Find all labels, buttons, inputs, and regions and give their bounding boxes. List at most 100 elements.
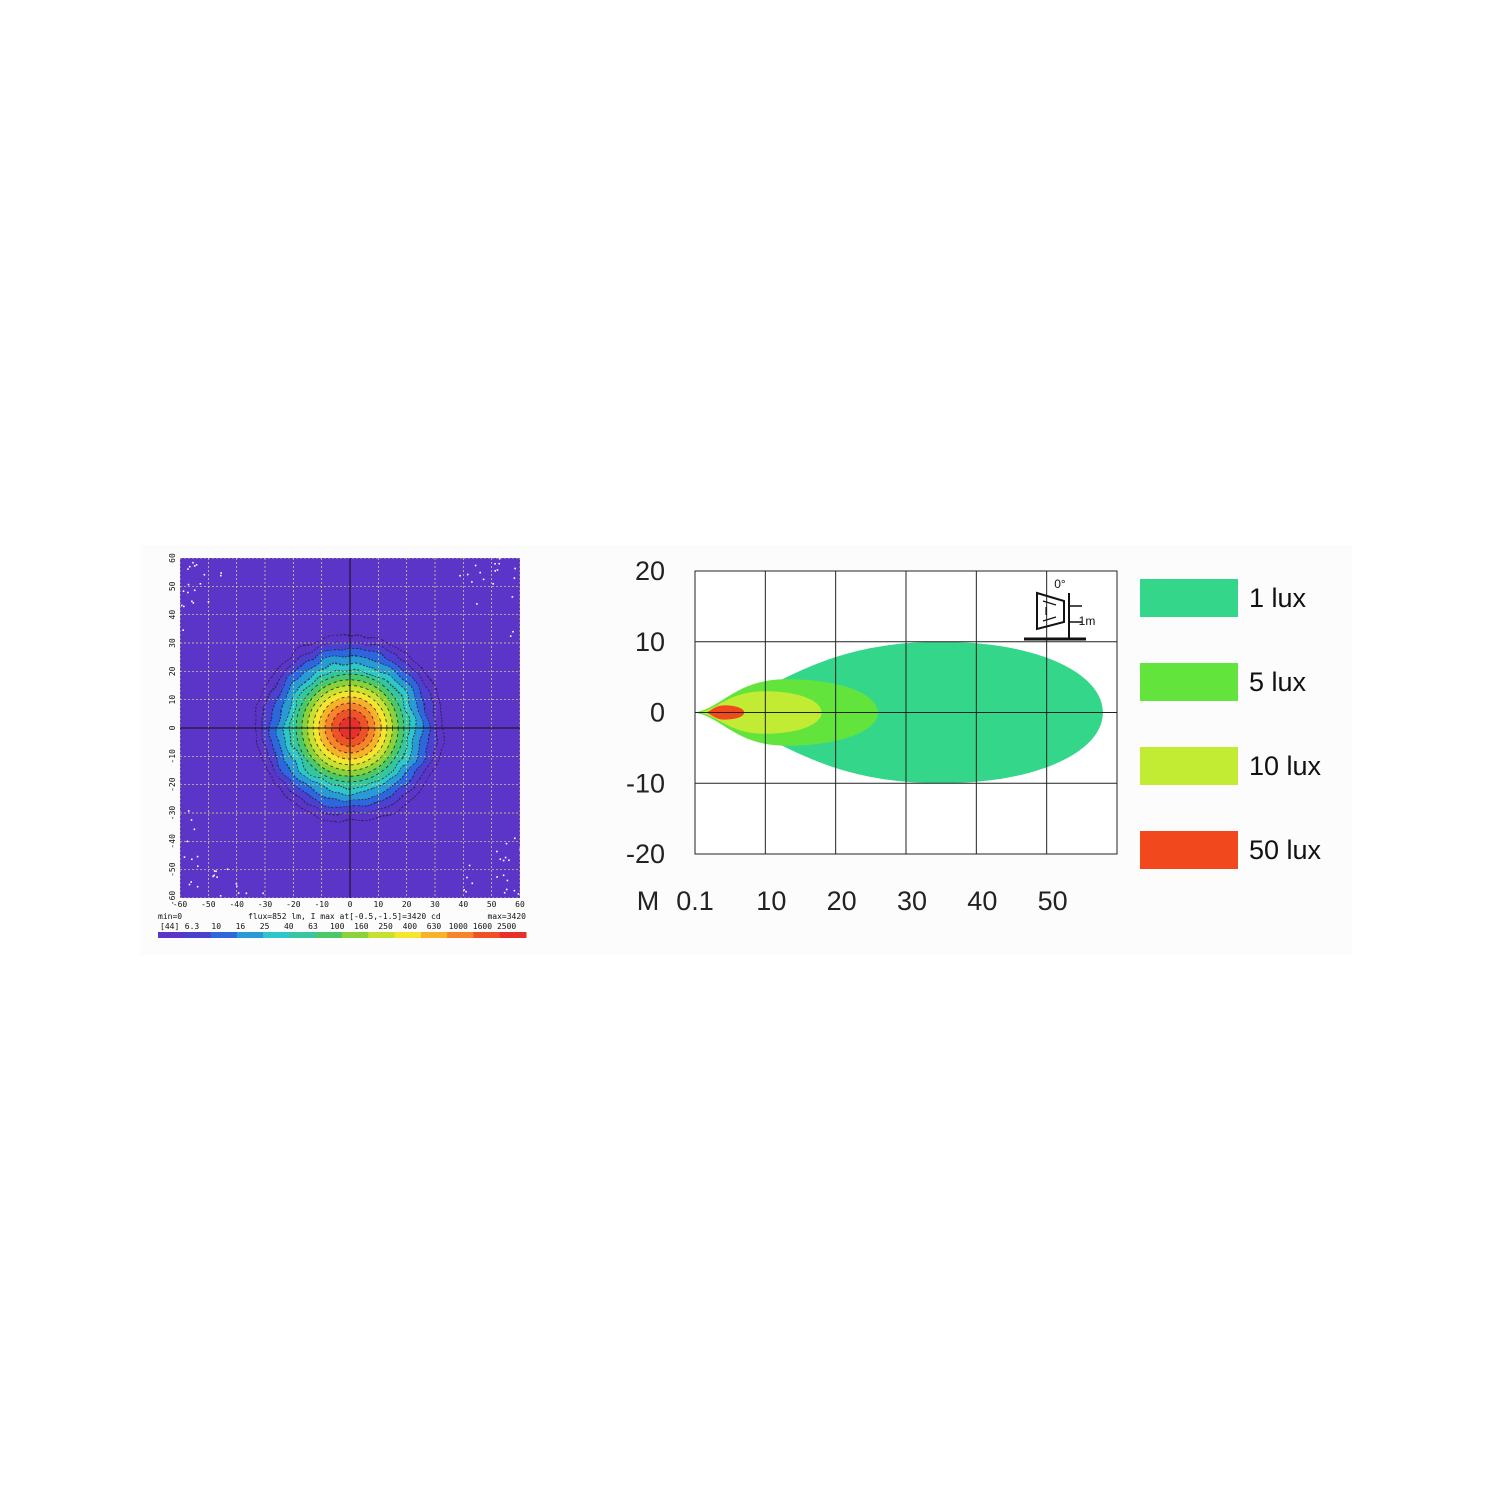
scale-value: 2500: [497, 922, 516, 931]
noise-dot: [513, 577, 516, 579]
noise-dot: [519, 848, 520, 851]
noise-dot: [213, 874, 215, 877]
y-tick-label: -60: [168, 891, 177, 906]
noise-dot: [511, 596, 514, 598]
color-scale-swatch: [236, 932, 264, 938]
scale-key: [44]: [160, 922, 179, 931]
noise-dot: [226, 868, 229, 871]
legend-label: 1 lux: [1249, 583, 1307, 613]
noise-dot: [514, 567, 516, 570]
noise-dot: [479, 571, 481, 574]
y-tick-label: 0: [168, 725, 177, 730]
height-label: 1m: [1079, 614, 1096, 628]
noise-dot: [508, 859, 510, 861]
scale-value: 1000: [449, 922, 468, 931]
scale-value: 63: [308, 922, 318, 931]
noise-dot: [513, 889, 516, 892]
noise-dot: [197, 865, 199, 867]
y-tick-label: 10: [635, 627, 665, 657]
x-tick-label: 40: [967, 886, 997, 916]
legend-swatch: [1140, 831, 1238, 869]
y-tick-label: -40: [168, 834, 177, 849]
x-tick-label: 0.1: [676, 886, 714, 916]
noise-dot: [195, 564, 198, 566]
max-label: max=3420: [487, 912, 526, 921]
x-tick-label: 50: [487, 900, 497, 909]
color-scale-swatch: [210, 932, 238, 938]
noise-dot: [196, 855, 199, 858]
noise-dot: [474, 564, 477, 567]
scale-value: 400: [403, 922, 418, 931]
scale-value: 16: [236, 922, 246, 931]
x-tick-label: -10: [314, 900, 329, 909]
noise-dot: [220, 574, 222, 577]
lamp-outline: [1036, 591, 1065, 631]
scale-value: 6.3: [185, 922, 200, 931]
y-tick-label: 30: [168, 638, 177, 648]
color-scale-swatch: [420, 932, 448, 938]
color-scale-swatch: [447, 932, 474, 938]
legend-label: 5 lux: [1249, 667, 1307, 697]
y-tick-label: 60: [168, 553, 177, 563]
noise-dot: [505, 842, 508, 845]
noise-dot: [459, 574, 461, 577]
scale-value: 40: [284, 922, 294, 931]
scale-value: 10: [211, 922, 221, 931]
noise-dot: [190, 819, 193, 821]
noise-dot: [502, 874, 505, 877]
noise-dot: [207, 601, 210, 603]
noise-dot: [220, 572, 222, 574]
x-tick-label: 0: [348, 900, 353, 909]
noise-dot: [190, 881, 192, 883]
angle-label: 0°: [1054, 577, 1066, 591]
noise-dot: [245, 892, 248, 895]
x-tick-label: 20: [402, 900, 412, 909]
noise-dot: [496, 850, 498, 853]
noise-dot: [466, 876, 468, 879]
x-tick-label: -50: [201, 900, 216, 909]
legend-swatch: [1140, 579, 1238, 617]
color-scale-swatch: [499, 932, 527, 938]
noise-dot: [183, 856, 186, 858]
y-tick-label: -30: [168, 806, 177, 821]
x-tick-label: 40: [459, 900, 469, 909]
noise-dot: [186, 840, 189, 843]
color-scale-swatch: [342, 932, 369, 938]
legend-label: 10 lux: [1249, 751, 1322, 781]
noise-dot: [192, 602, 195, 604]
noise-dot: [215, 870, 217, 873]
noise-dot: [504, 856, 507, 859]
noise-dot: [212, 875, 214, 878]
noise-dot: [182, 590, 185, 592]
x-tick-label: 60: [515, 900, 525, 909]
noise-dot: [187, 583, 190, 586]
scale-value: 25: [260, 922, 270, 931]
noise-dot: [514, 837, 516, 840]
x-tick-label: 10: [374, 900, 384, 909]
noise-dot: [216, 876, 218, 878]
y-tick-label: -50: [168, 862, 177, 877]
noise-dot: [180, 604, 183, 607]
y-tick-label: 10: [168, 695, 177, 705]
lamp-mounting-icon: 0° 1m: [1024, 577, 1096, 641]
noise-dot: [506, 879, 509, 882]
heatmap-noise: [180, 558, 520, 897]
noise-dot: [471, 882, 474, 885]
noise-dot: [191, 600, 193, 603]
y-tick-label: 50: [168, 581, 177, 591]
x-tick-label: 20: [827, 886, 857, 916]
noise-dot: [505, 888, 508, 891]
noise-dot: [494, 563, 496, 565]
legend-swatch: [1140, 663, 1238, 701]
heatmap-plot: [180, 558, 520, 898]
x-tick-label: -20: [286, 900, 301, 909]
x-tick-label: -30: [258, 900, 273, 909]
noise-dot: [191, 858, 193, 861]
y-tick-label: -10: [626, 768, 665, 798]
noise-dot: [468, 864, 471, 867]
legend: 1 lux 5 lux 10 lux 50 lux: [1140, 579, 1322, 869]
noise-dot: [187, 568, 189, 570]
noise-dot: [509, 635, 512, 637]
color-scale-swatch: [473, 932, 501, 938]
color-scale-swatch: [368, 932, 396, 938]
